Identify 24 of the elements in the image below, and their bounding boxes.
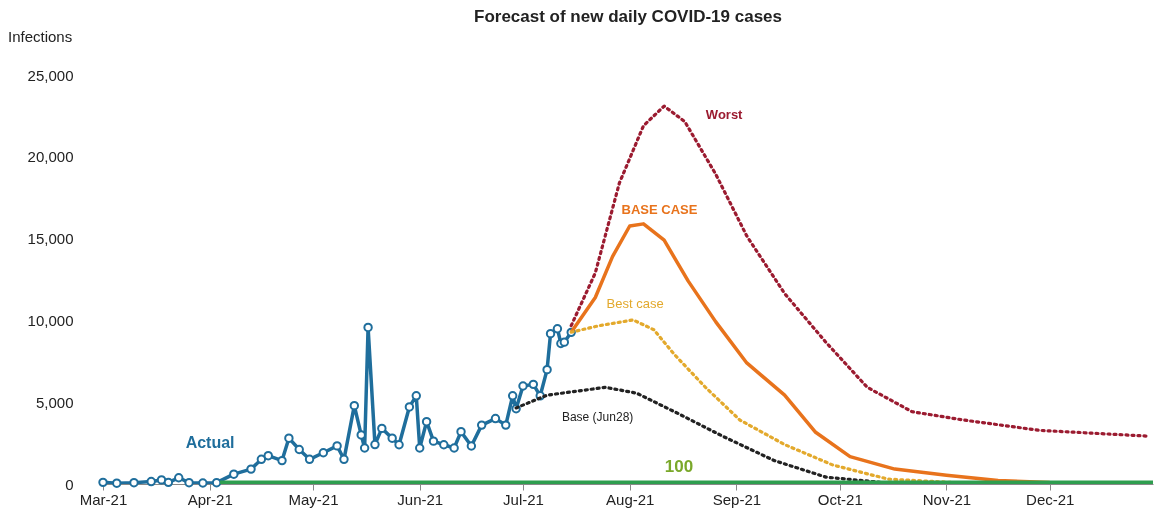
- x-tick-label: Jul-21: [503, 490, 544, 508]
- x-tick-label: Jun-21: [397, 490, 444, 508]
- series-label: BASE CASE: [621, 201, 698, 217]
- series-label: Worst: [705, 107, 744, 123]
- x-tick-label: Oct-21: [817, 490, 863, 508]
- chart-title: Forecast of new daily COVID-19 cases: [473, 7, 783, 26]
- x-tick-label: Apr-21: [187, 490, 233, 508]
- y-tick-label: 0: [65, 475, 74, 493]
- series-label: Actual: [185, 434, 235, 452]
- y-tick-label: 25,000: [27, 66, 74, 84]
- x-tick-label: May-21: [288, 490, 339, 508]
- x-tick-label: Sep-21: [712, 490, 762, 508]
- y-tick-label: 5,000: [35, 393, 74, 411]
- series-label: Best case: [606, 295, 664, 311]
- x-tick-label: Dec-21: [1026, 490, 1075, 508]
- x-tick-label: Mar-21: [79, 490, 128, 508]
- y-axis-title: Infections: [8, 28, 73, 45]
- y-tick-label: 10,000: [27, 311, 74, 329]
- x-tick-label: Nov-21: [922, 490, 972, 508]
- series-label: 100: [664, 457, 694, 477]
- series-label: Base (Jun28): [561, 410, 634, 425]
- x-tick-label: Aug-21: [606, 490, 655, 508]
- y-tick-label: 15,000: [27, 230, 74, 248]
- y-tick-label: 20,000: [27, 148, 74, 166]
